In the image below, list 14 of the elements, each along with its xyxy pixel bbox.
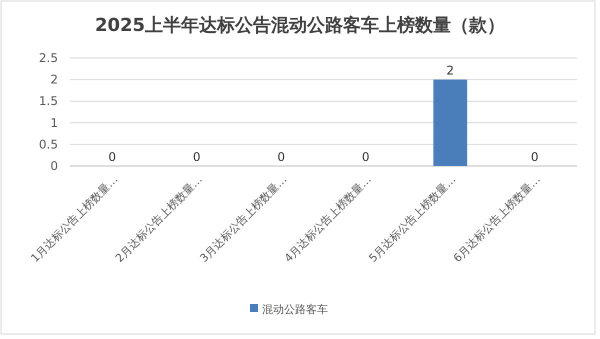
data-label: 0 (277, 150, 286, 164)
data-label: 2 (446, 64, 454, 78)
y-tick-label: 2 (50, 72, 58, 87)
data-label: 0 (192, 150, 201, 164)
data-label: 0 (530, 150, 539, 164)
y-tick-label: 1 (50, 116, 58, 130)
y-tick-label: 0 (50, 159, 58, 173)
legend-label: 混动公路客车 (262, 303, 328, 316)
y-tick-label: 1.5 (38, 94, 58, 108)
data-label: 0 (108, 150, 116, 164)
y-tick-label: 0.5 (38, 137, 58, 152)
y-tick-label: 2.5 (38, 51, 58, 65)
data-label: 0 (362, 150, 370, 164)
chart-title: 2025上半年达标公告混动公路客车上榜数量（款） (94, 15, 506, 36)
